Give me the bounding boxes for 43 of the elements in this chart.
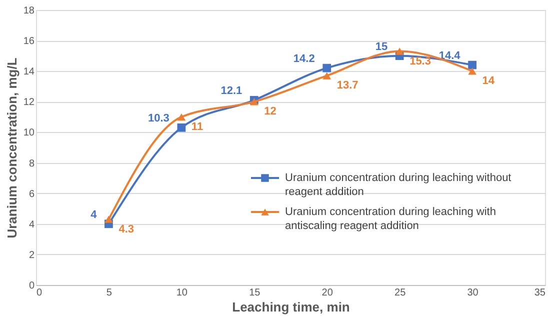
data-label: 12.1	[220, 85, 242, 98]
y-tick-label: 10	[23, 128, 35, 139]
y-tick-label: 0	[28, 280, 35, 292]
x-tick-label: 5	[106, 288, 112, 298]
y-tick-label: 8	[28, 158, 35, 170]
point	[468, 67, 476, 75]
x-tick-label: 30	[467, 288, 479, 298]
data-label: 10.3	[148, 112, 170, 125]
point	[177, 123, 186, 132]
data-label: 15	[375, 40, 388, 53]
point	[395, 48, 404, 55]
point	[250, 98, 258, 106]
data-label: 13.7	[336, 80, 358, 92]
y-tick-label: 14	[23, 66, 35, 78]
x-tick-label: 15	[249, 288, 261, 298]
point	[177, 113, 186, 121]
y-tick-label: 18	[23, 6, 35, 16]
data-label: 11	[191, 120, 204, 133]
data-label: 15.3	[410, 55, 431, 68]
y-tick-label: 6	[28, 188, 35, 200]
point	[322, 72, 332, 80]
data-label: 14.2	[293, 53, 315, 66]
data-label: 4	[90, 208, 98, 221]
point	[322, 64, 332, 72]
x-tick-label: 10	[176, 288, 188, 298]
x-axis-title: Leaching time, min	[232, 300, 350, 314]
x-tick-label: 35	[534, 288, 546, 298]
data-label: 14	[482, 75, 496, 88]
y-axis-title: Uranium concentration, mg/L	[4, 58, 20, 238]
x-tick-label: 20	[322, 288, 334, 298]
y-tick-label: 2	[28, 250, 35, 261]
x-tick-label: 0	[36, 288, 42, 298]
data-label: 4.3	[118, 223, 134, 236]
data-label: 14.4	[438, 50, 462, 62]
legend-label: Uranium concentration during leaching without reagent addition	[285, 172, 512, 198]
y-tick-label: 12	[23, 97, 35, 108]
data-label: 12	[264, 106, 276, 118]
x-tick-label: 25	[394, 288, 406, 298]
y-tick-label: 16	[23, 36, 35, 48]
point	[468, 60, 476, 70]
y-tick-label: 4	[28, 219, 35, 230]
point	[104, 216, 113, 223]
legend-label: Uranium concentration during leaching with antiscaling reagent addition	[285, 206, 496, 232]
